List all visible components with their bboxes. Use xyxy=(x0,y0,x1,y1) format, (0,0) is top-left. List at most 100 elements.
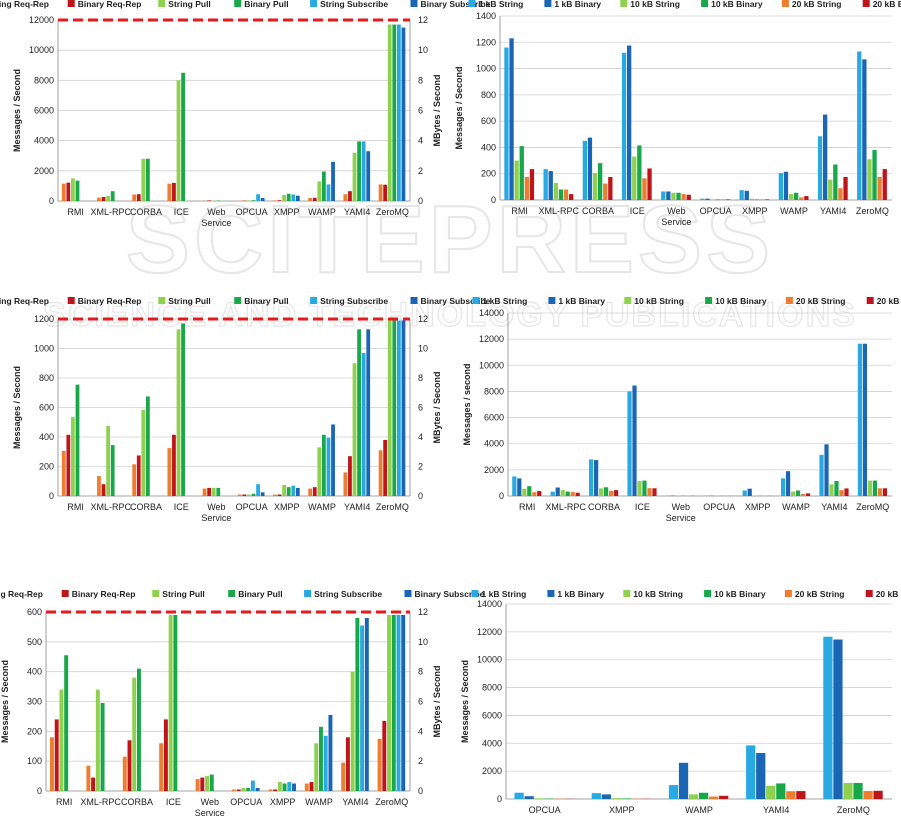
y2-tick-label: 0 xyxy=(418,196,423,206)
x-tick-label: WAMP xyxy=(308,502,336,512)
bar-binary-subscribe-wamp xyxy=(331,424,335,496)
x-tick-label: WAMP xyxy=(685,805,713,815)
bar-binary-pull-xmpp xyxy=(286,487,291,496)
bar-10-kb-string-corba xyxy=(599,488,604,496)
bar-1-kb-string-xmpp xyxy=(591,793,601,799)
bar-string-req-rep-web-service xyxy=(195,779,200,791)
legend-label-10-kb-binary: 10 kB Binary xyxy=(714,589,766,599)
x-tick-label: WAMP xyxy=(308,207,336,217)
bar-string-req-rep-zeromq xyxy=(377,738,382,791)
bar-20-kb-binary-corba xyxy=(608,177,613,200)
bar-10-kb-string-zeromq xyxy=(867,159,872,200)
legend-swatch-binary-req-rep xyxy=(67,0,75,7)
y-tick-label: 0 xyxy=(37,786,42,796)
legend-swatch-1-kb-binary xyxy=(544,0,552,7)
bar-binary-pull-corba xyxy=(137,668,141,791)
bar-20-kb-binary-xml-rpc xyxy=(575,492,580,496)
bar-20-kb-string-wamp xyxy=(800,494,806,496)
y-axis-label: Messages / second xyxy=(462,363,472,445)
y2-tick-label: 12 xyxy=(418,314,428,324)
x-tick-label: YAMI4 xyxy=(763,805,789,815)
bar-20-kb-binary-opcua xyxy=(725,199,731,200)
bar-string-pull-opcua xyxy=(241,788,246,791)
y-tick-label: 4000 xyxy=(484,439,504,449)
y2-tick-label: 4 xyxy=(418,726,423,736)
bar-string-req-rep-wamp xyxy=(308,488,313,496)
bar-20-kb-binary-xmpp xyxy=(764,199,770,200)
bar-20-kb-binary-yami4 xyxy=(796,791,806,799)
bar-1-kb-string-ice xyxy=(621,52,627,200)
legend-swatch-20-kb-string xyxy=(784,590,792,597)
bar-string-pull-wamp xyxy=(314,743,319,791)
bar-string-req-rep-rmi xyxy=(61,183,66,201)
legend-label-20-kb-string: 20 kB String xyxy=(792,0,842,9)
bar-binary-req-rep-rmi xyxy=(54,719,59,791)
legend-swatch-10-kb-binary xyxy=(701,0,709,7)
legend-label-10-kb-string: 10 kB String xyxy=(630,0,680,9)
bar-string-req-rep-ice xyxy=(167,183,172,201)
bar-10-kb-binary-yami4 xyxy=(776,783,786,799)
x-tick-label: Web xyxy=(207,502,225,512)
y-tick-label: 12000 xyxy=(479,334,504,344)
bar-10-kb-string-zeromq xyxy=(867,480,872,496)
x-tick-label: CORBA xyxy=(130,207,162,217)
bar-1-kb-binary-xml-rpc xyxy=(548,171,553,200)
watermark: SCITEPRESS SCIENCE AND TECHNOLOGY PUBLIC… xyxy=(43,185,856,335)
y2-tick-label: 6 xyxy=(418,697,423,707)
y2-axis-label: MBytes / Second xyxy=(432,371,442,443)
bar-20-kb-string-yami4 xyxy=(786,791,796,799)
y-tick-label: 0 xyxy=(497,794,502,804)
bar-string-subscribe-opcua xyxy=(256,194,260,201)
bar-string-req-rep-xml-rpc xyxy=(97,476,101,496)
legend-swatch-20-kb-string xyxy=(785,297,793,304)
y-tick-label: 0 xyxy=(499,491,504,501)
bar-20-kb-string-wamp xyxy=(709,796,719,799)
bar-string-pull-yami4 xyxy=(350,671,355,791)
bar-10-kb-binary-corba xyxy=(598,163,603,200)
legend-swatch-string-subscribe xyxy=(310,297,318,304)
bar-binary-req-rep-wamp xyxy=(312,487,317,496)
bar-binary-pull-zeromq xyxy=(392,320,397,496)
bar-1-kb-string-rmi xyxy=(512,476,517,496)
bar-binary-pull-wamp xyxy=(322,171,326,201)
x-tick-label: YAMI4 xyxy=(342,797,368,807)
bar-10-kb-string-yami4 xyxy=(829,484,834,496)
bar-binary-req-rep-corba xyxy=(127,740,132,791)
x-tick-label: YAMI4 xyxy=(344,207,370,217)
bar-20-kb-binary-wamp xyxy=(804,196,809,200)
bar-20-kb-string-zeromq xyxy=(877,177,882,200)
bar-10-kb-string-xmpp xyxy=(749,198,754,200)
bar-10-kb-string-opcua xyxy=(534,798,544,799)
bar-binary-subscribe-wamp xyxy=(331,161,335,201)
chart-top-left: 0 2000 4000 6000 8000 10000 12000 0 2 4 6 8 10 12 MByt… xyxy=(0,0,491,228)
bar-20-kb-binary-web-service xyxy=(686,194,691,200)
x-tick-label: XMPP xyxy=(609,805,635,815)
legend-label-1-kb-string: 1 kB String xyxy=(482,589,527,599)
bar-string-pull-rmi xyxy=(71,178,75,201)
bar-20-kb-binary-wamp xyxy=(805,493,811,496)
bar-10-kb-string-wamp xyxy=(791,491,796,496)
y-tick-label: 100 xyxy=(27,756,42,766)
bar-binary-subscribe-zeromq xyxy=(401,320,406,496)
x-tick-label: OPCUA xyxy=(700,206,732,216)
x-tick-label: XML-RPC xyxy=(539,206,580,216)
y-tick-label: 6000 xyxy=(484,413,504,423)
bar-20-kb-string-corba xyxy=(608,490,614,496)
x-tick-label: OPCUA xyxy=(703,502,735,512)
y-tick-label: 14000 xyxy=(477,599,502,609)
bar-1-kb-string-xmpp xyxy=(742,490,747,496)
bar-binary-pull-ice xyxy=(181,72,185,202)
legend-label-1-kb-string: 1 kB String xyxy=(479,0,524,9)
y2-tick-label: 6 xyxy=(418,106,423,116)
y-tick-label: 200 xyxy=(481,169,496,179)
bar-binary-req-rep-opcua xyxy=(242,494,247,496)
legend-label-1-kb-binary: 1 kB Binary xyxy=(554,0,601,9)
bar-10-kb-binary-xmpp xyxy=(754,199,760,200)
bar-binary-req-rep-xml-rpc xyxy=(101,484,106,496)
bar-string-subscribe-xmpp xyxy=(291,194,296,201)
legend-swatch-20-kb-binary xyxy=(866,297,874,304)
bar-binary-req-rep-web-service xyxy=(207,487,212,496)
y2-axis-label: MBytes / Second xyxy=(432,74,442,146)
y-tick-label: 10000 xyxy=(477,655,502,665)
